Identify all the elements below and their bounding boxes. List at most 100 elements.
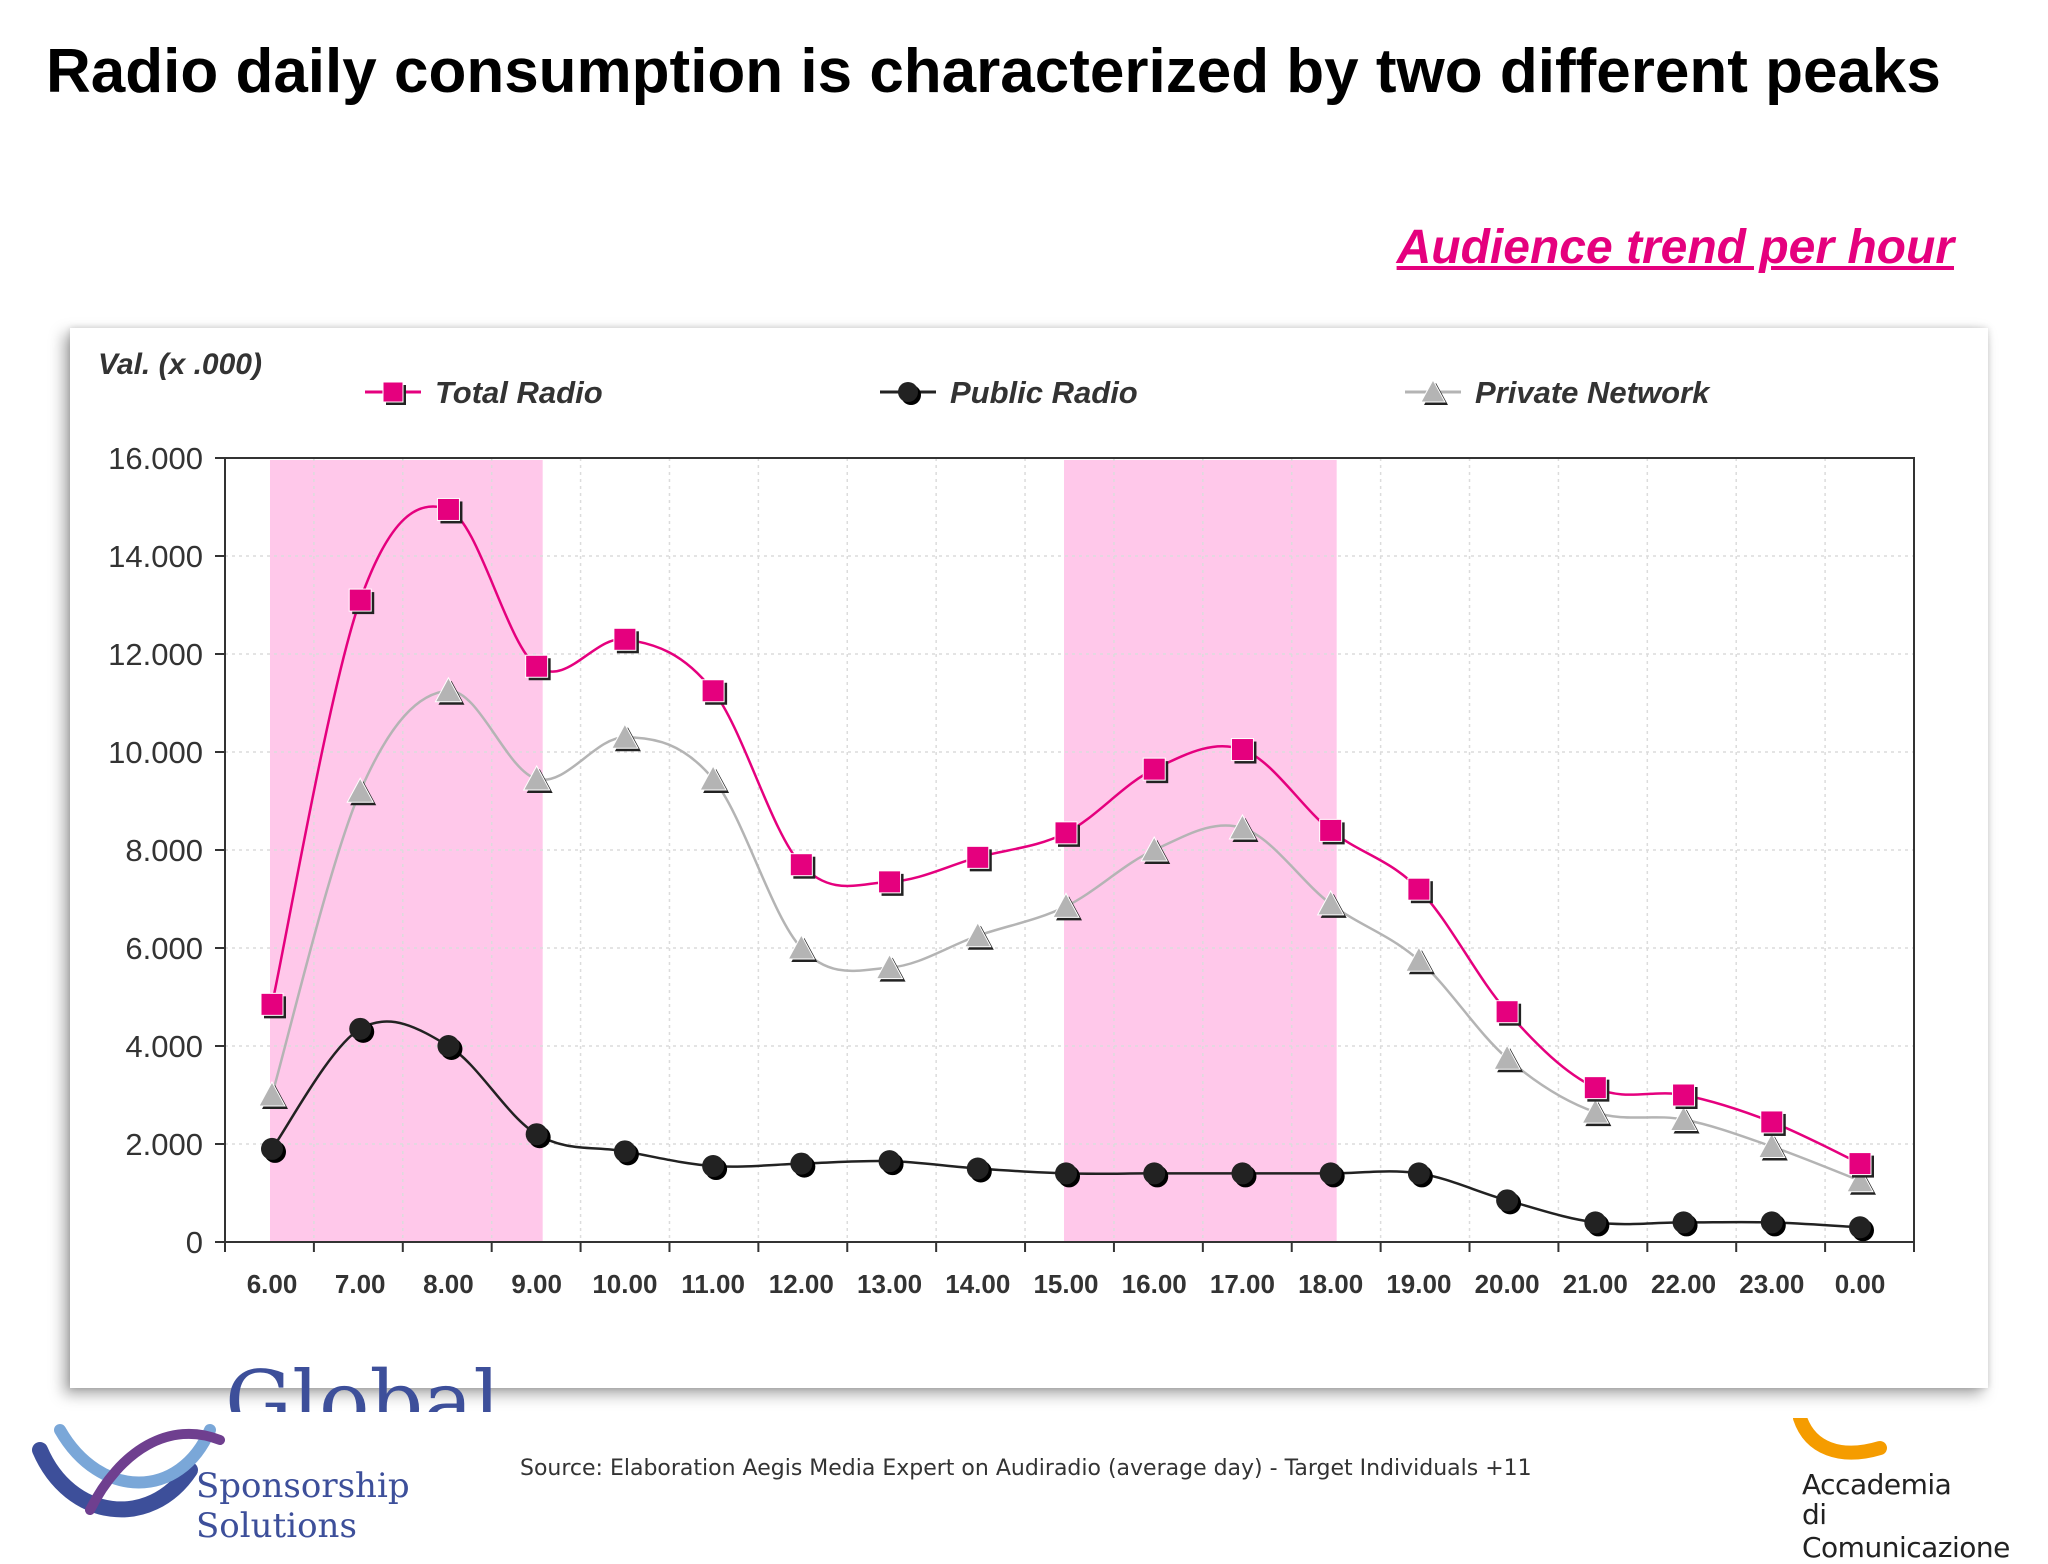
- marker-shape: [1581, 1098, 1610, 1124]
- data-point: [1054, 821, 1080, 847]
- marker-shape: [966, 1157, 989, 1180]
- marker-shape: [878, 870, 902, 894]
- marker-shape: [1319, 818, 1343, 842]
- marker-shape: [787, 933, 816, 960]
- x-tick-label: 10.00: [592, 1269, 657, 1299]
- marker-shape: [1228, 813, 1257, 840]
- data-point: [1672, 1211, 1698, 1237]
- marker-shape: [437, 1035, 460, 1057]
- data-point: [1055, 1162, 1080, 1188]
- data-point: [1848, 1152, 1874, 1178]
- data-point: [1849, 1216, 1874, 1242]
- marker-shape: [789, 853, 813, 877]
- tick-labels: 0 2.000 4.000 6.000 8.000 10.000 12.000 14.000 1…: [108, 441, 1915, 1299]
- marker-shape: [1496, 1189, 1519, 1212]
- grid-lines: [225, 458, 1914, 1242]
- highlight-band: [270, 460, 543, 1242]
- series-line: [270, 689, 1861, 1182]
- data-point: [346, 777, 377, 806]
- series-public-radio: [261, 1017, 1874, 1242]
- global-sponsorship-logo: Global Sponsorship Solutions: [30, 1360, 550, 1546]
- logo-line-2: di Comunicazione: [1802, 1498, 2010, 1564]
- data-point: [1143, 1162, 1169, 1188]
- marker-shape: [1407, 877, 1431, 901]
- marker-shape: [1052, 892, 1080, 918]
- legend-item-total-radio: Total Radio: [365, 375, 603, 410]
- data-point: [1319, 1162, 1345, 1188]
- data-point: [436, 497, 463, 524]
- marker-shape: [613, 1140, 636, 1163]
- legend-label: Private Network: [1475, 375, 1711, 410]
- data-point: [875, 953, 906, 982]
- y-tick-label: 10.000: [108, 735, 203, 770]
- legend-marker: [898, 382, 921, 405]
- data-point: [1757, 1132, 1788, 1161]
- chart-panel: 0 2.000 4.000 6.000 8.000 10.000 12.000 14.000 1…: [70, 328, 1988, 1388]
- marker-shape: [522, 764, 551, 791]
- data-point: [1316, 889, 1347, 918]
- x-tick-label: 20.00: [1475, 1269, 1540, 1299]
- marker-shape: [875, 953, 904, 980]
- data-point: [1496, 1189, 1522, 1215]
- x-tick-label: 19.00: [1386, 1269, 1451, 1299]
- marker-shape: [1230, 738, 1254, 762]
- marker-shape: [261, 1137, 283, 1160]
- x-tick-label: 8.00: [423, 1269, 474, 1299]
- x-tick-label: 13.00: [857, 1269, 922, 1299]
- marker-shape: [1848, 1152, 1872, 1176]
- swirl-logo-icon: [32, 1424, 225, 1518]
- marker-shape: [525, 1123, 548, 1146]
- marker-shape: [701, 679, 725, 703]
- legend-label: Total Radio: [435, 375, 603, 410]
- data-point: [966, 1157, 992, 1183]
- marker-shape: [1407, 1162, 1430, 1185]
- data-point: [611, 723, 641, 752]
- marker-shape: [1316, 889, 1345, 916]
- legend-marker: [382, 381, 406, 405]
- marker-shape: [346, 777, 375, 803]
- logo-text: Sponsorship Solutions: [196, 1466, 410, 1546]
- marker-shape: [898, 382, 918, 402]
- data-point: [1142, 757, 1169, 784]
- line-chart: 0 2.000 4.000 6.000 8.000 10.000 12.000 14.000 1…: [98, 348, 1915, 1299]
- data-point: [522, 764, 553, 793]
- marker-shape: [699, 764, 727, 791]
- source-note: Source: Elaboration Aegis Media Expert o…: [520, 1456, 1532, 1481]
- data-point: [261, 1137, 286, 1163]
- x-tick-label: 17.00: [1210, 1269, 1275, 1299]
- legend-marker: [1420, 378, 1448, 405]
- marker-shape: [1405, 946, 1433, 972]
- data-point: [434, 676, 465, 705]
- marker-shape: [1760, 1211, 1783, 1234]
- data-point: [348, 588, 375, 615]
- accademia-mark-icon: [1793, 1411, 1887, 1460]
- data-point: [1319, 818, 1345, 845]
- data-point: [789, 853, 816, 879]
- legend-item-private-network: Private Network: [1405, 375, 1711, 410]
- data-point: [1760, 1110, 1786, 1136]
- legend-item-public-radio: Public Radio: [880, 375, 1138, 410]
- y-tick-label: 8.000: [125, 833, 203, 868]
- marker-shape: [1849, 1216, 1871, 1239]
- marker-shape: [790, 1152, 813, 1175]
- data-point: [1407, 877, 1433, 904]
- data-point: [701, 679, 728, 705]
- data-point: [1407, 1162, 1433, 1188]
- data-point: [349, 1017, 375, 1043]
- x-tick-label: 23.00: [1739, 1269, 1804, 1299]
- marker-shape: [611, 723, 639, 749]
- series-total-radio: [260, 497, 1874, 1178]
- data-point: [1405, 946, 1435, 975]
- data-point: [525, 1123, 551, 1149]
- marker-shape: [260, 992, 284, 1016]
- marker-shape: [613, 627, 637, 651]
- data-point: [1669, 1105, 1700, 1134]
- highlight-band: [1064, 460, 1337, 1242]
- series-layer: [258, 497, 1876, 1242]
- x-tick-label: 6.00: [247, 1269, 298, 1299]
- y-axis-label: Val. (x .000): [98, 348, 262, 381]
- x-tick-label: 15.00: [1033, 1269, 1098, 1299]
- accademia-logo: Accademia di Comunicazione: [1780, 1411, 2020, 1564]
- marker-shape: [1583, 1076, 1607, 1100]
- marker-shape: [1669, 1105, 1698, 1131]
